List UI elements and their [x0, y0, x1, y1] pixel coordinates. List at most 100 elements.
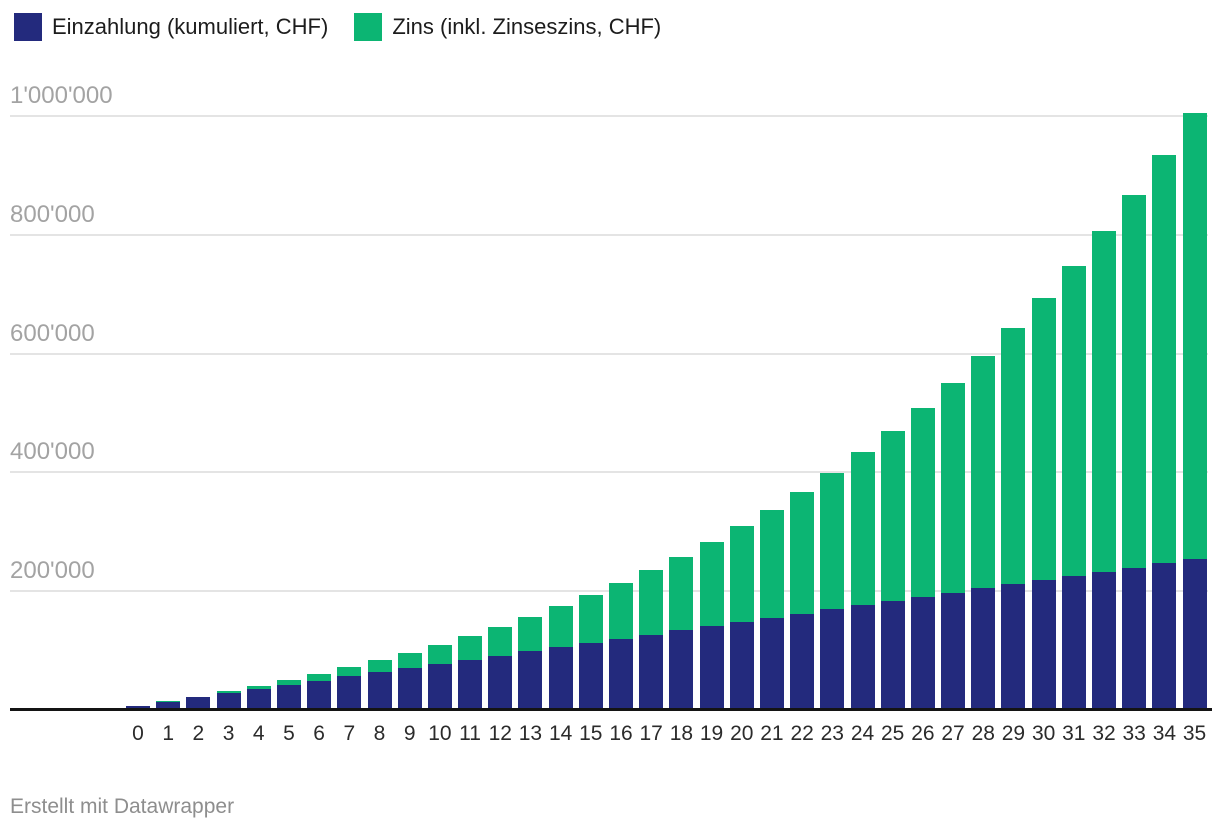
- bar-year-15[interactable]: [578, 595, 603, 710]
- bar-year-13[interactable]: [518, 616, 543, 710]
- bar-segment-einzahlung[interactable]: [639, 634, 664, 710]
- bar-year-7[interactable]: [337, 667, 362, 710]
- bar-segment-einzahlung[interactable]: [397, 668, 422, 710]
- bar-year-4[interactable]: [246, 686, 271, 710]
- bar-year-3[interactable]: [216, 691, 241, 710]
- bar-segment-einzahlung[interactable]: [1092, 571, 1116, 710]
- bar-segment-einzahlung[interactable]: [609, 638, 633, 710]
- bar-year-19[interactable]: [699, 541, 724, 710]
- bar-year-35[interactable]: [1182, 113, 1207, 710]
- bar-year-24[interactable]: [850, 452, 875, 710]
- bar-segment-zins[interactable]: [1001, 328, 1026, 585]
- bar-segment-einzahlung[interactable]: [488, 655, 513, 710]
- bar-segment-einzahlung[interactable]: [1001, 584, 1026, 710]
- bar-year-2[interactable]: [186, 696, 211, 710]
- bar-year-10[interactable]: [427, 644, 452, 710]
- bar-segment-einzahlung[interactable]: [1182, 559, 1207, 710]
- bar-segment-einzahlung[interactable]: [458, 659, 483, 710]
- bar-segment-zins[interactable]: [1152, 155, 1177, 564]
- bar-segment-zins[interactable]: [458, 635, 483, 660]
- bar-year-5[interactable]: [276, 680, 301, 710]
- bar-segment-einzahlung[interactable]: [971, 588, 996, 710]
- bar-segment-zins[interactable]: [699, 541, 724, 627]
- bar-segment-einzahlung[interactable]: [669, 630, 694, 710]
- bar-year-34[interactable]: [1152, 155, 1177, 710]
- bar-segment-zins[interactable]: [1031, 297, 1056, 581]
- bar-segment-einzahlung[interactable]: [518, 651, 543, 710]
- bar-year-6[interactable]: [307, 673, 332, 710]
- bar-segment-einzahlung[interactable]: [126, 705, 150, 710]
- bar-year-33[interactable]: [1122, 194, 1147, 710]
- bar-segment-einzahlung[interactable]: [216, 693, 241, 710]
- bar-segment-einzahlung[interactable]: [850, 605, 875, 710]
- bar-segment-zins[interactable]: [910, 407, 935, 597]
- bar-year-25[interactable]: [880, 430, 905, 710]
- bar-segment-einzahlung[interactable]: [427, 663, 452, 710]
- bar-segment-zins[interactable]: [246, 686, 271, 690]
- bar-segment-zins[interactable]: [850, 452, 875, 606]
- bar-segment-zins[interactable]: [216, 691, 241, 694]
- bar-segment-einzahlung[interactable]: [910, 596, 935, 710]
- bar-year-29[interactable]: [1001, 328, 1026, 710]
- bar-segment-einzahlung[interactable]: [578, 642, 603, 710]
- bar-segment-zins[interactable]: [578, 595, 603, 643]
- bar-segment-zins[interactable]: [1122, 194, 1147, 568]
- bar-segment-einzahlung[interactable]: [1031, 580, 1056, 710]
- bar-segment-zins[interactable]: [337, 667, 362, 677]
- bar-segment-einzahlung[interactable]: [941, 592, 966, 710]
- bar-segment-zins[interactable]: [941, 382, 966, 593]
- bar-segment-einzahlung[interactable]: [880, 601, 905, 710]
- bar-year-32[interactable]: [1092, 231, 1116, 710]
- bar-segment-zins[interactable]: [367, 660, 392, 673]
- bar-year-30[interactable]: [1031, 297, 1056, 710]
- bar-segment-zins[interactable]: [880, 430, 905, 602]
- bar-segment-einzahlung[interactable]: [790, 613, 815, 710]
- bar-segment-einzahlung[interactable]: [548, 647, 573, 710]
- bar-year-23[interactable]: [820, 472, 845, 710]
- bar-segment-einzahlung[interactable]: [1122, 567, 1147, 710]
- bar-segment-einzahlung[interactable]: [156, 701, 181, 710]
- bar-segment-zins[interactable]: [669, 556, 694, 631]
- bar-year-17[interactable]: [639, 570, 664, 710]
- bar-year-1[interactable]: [156, 701, 181, 710]
- bar-year-11[interactable]: [458, 635, 483, 710]
- bar-year-0[interactable]: [126, 705, 150, 710]
- bar-segment-zins[interactable]: [427, 644, 452, 664]
- bar-segment-zins[interactable]: [971, 356, 996, 589]
- bar-segment-einzahlung[interactable]: [276, 684, 301, 710]
- bar-segment-einzahlung[interactable]: [337, 676, 362, 710]
- bar-segment-zins[interactable]: [518, 616, 543, 652]
- bar-segment-zins[interactable]: [609, 583, 633, 639]
- bar-segment-einzahlung[interactable]: [307, 680, 332, 710]
- bar-year-27[interactable]: [941, 382, 966, 710]
- bar-segment-einzahlung[interactable]: [820, 609, 845, 710]
- bar-segment-einzahlung[interactable]: [367, 672, 392, 710]
- bar-segment-einzahlung[interactable]: [246, 689, 271, 710]
- bar-segment-zins[interactable]: [276, 680, 301, 685]
- bar-segment-zins[interactable]: [1182, 113, 1207, 560]
- bar-segment-einzahlung[interactable]: [1152, 563, 1177, 710]
- bar-segment-zins[interactable]: [1061, 265, 1086, 576]
- bar-segment-zins[interactable]: [186, 696, 211, 698]
- bar-segment-zins[interactable]: [307, 673, 332, 681]
- bar-segment-zins[interactable]: [820, 472, 845, 610]
- bar-segment-zins[interactable]: [397, 652, 422, 669]
- bar-segment-zins[interactable]: [488, 626, 513, 656]
- bar-year-8[interactable]: [367, 660, 392, 710]
- bar-segment-zins[interactable]: [639, 570, 664, 635]
- bar-segment-einzahlung[interactable]: [729, 621, 754, 710]
- bar-segment-einzahlung[interactable]: [759, 617, 784, 710]
- bar-segment-zins[interactable]: [729, 526, 754, 622]
- bar-year-14[interactable]: [548, 606, 573, 710]
- bar-segment-einzahlung[interactable]: [699, 626, 724, 710]
- bar-segment-einzahlung[interactable]: [1061, 575, 1086, 710]
- bar-segment-zins[interactable]: [1092, 231, 1116, 572]
- bar-year-20[interactable]: [729, 526, 754, 710]
- bar-year-31[interactable]: [1061, 265, 1086, 710]
- bar-year-22[interactable]: [790, 491, 815, 710]
- bar-year-9[interactable]: [397, 652, 422, 710]
- bar-year-26[interactable]: [910, 407, 935, 710]
- bar-segment-einzahlung[interactable]: [186, 697, 211, 710]
- bar-segment-zins[interactable]: [759, 509, 784, 618]
- bar-segment-zins[interactable]: [790, 491, 815, 614]
